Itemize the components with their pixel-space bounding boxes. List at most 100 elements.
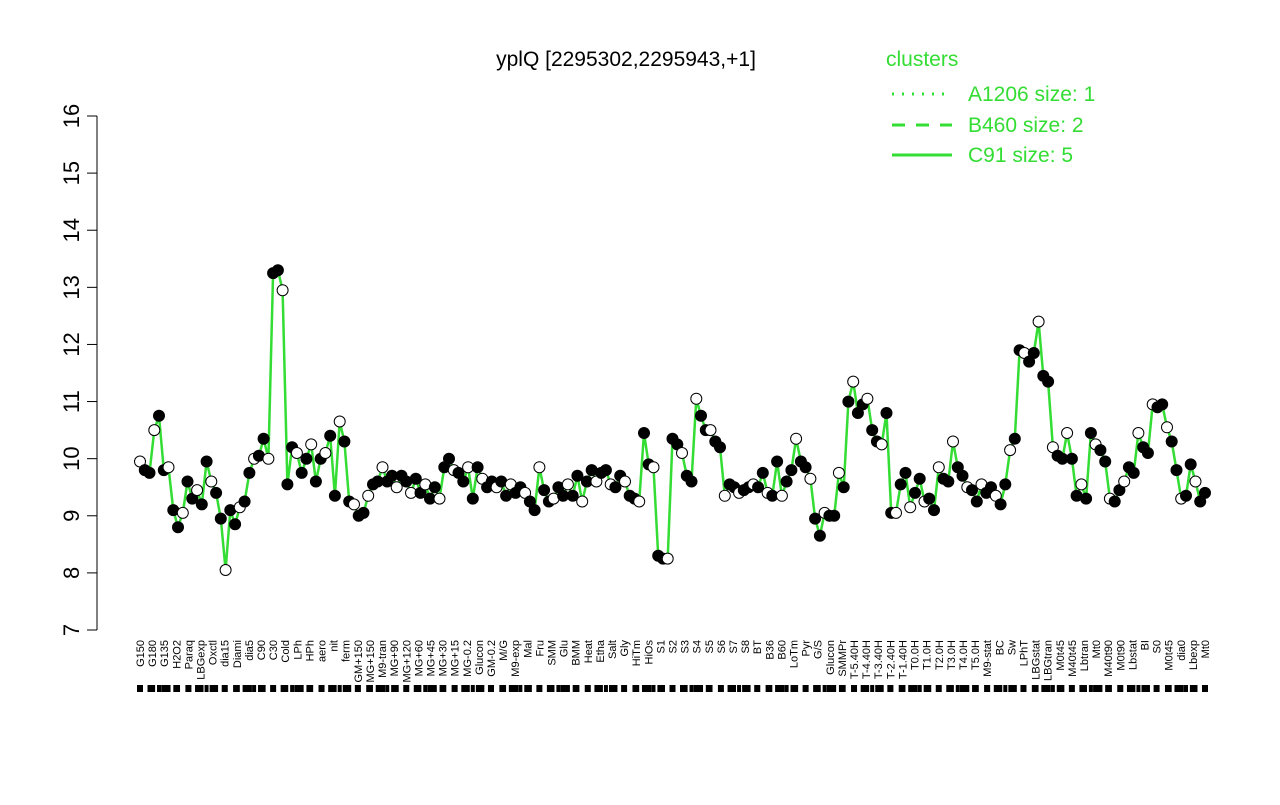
x-rug-mark — [463, 685, 470, 692]
x-rug-mark — [524, 685, 531, 692]
x-rug-mark — [480, 685, 485, 692]
data-point — [210, 486, 223, 499]
y-tick-label: 7 — [59, 624, 84, 636]
data-point — [718, 489, 731, 502]
x-tick-label: aero — [317, 640, 329, 662]
data-point — [647, 461, 660, 474]
x-rug-mark — [1126, 685, 1131, 692]
x-tick-label: Fru — [534, 640, 546, 657]
x-tick-label: nit — [329, 640, 341, 652]
data-point — [276, 284, 289, 297]
x-tick-label: B60 — [776, 640, 788, 660]
x-tick-label: Paraq — [183, 640, 195, 669]
x-rug-mark — [670, 685, 675, 692]
x-rug-mark — [347, 685, 352, 692]
x-rug-mark — [1098, 685, 1103, 692]
data-point — [143, 466, 156, 479]
x-rug-mark — [923, 685, 930, 692]
x-rug-mark — [252, 685, 257, 692]
x-rug-mark — [1031, 685, 1036, 692]
x-rug-mark — [936, 685, 941, 692]
data-point — [376, 461, 389, 474]
x-rug-mark — [404, 685, 409, 692]
x-rug-mark — [1050, 685, 1055, 692]
x-tick-label: Pyr — [801, 640, 813, 657]
x-tick-label: M0t90 — [1115, 640, 1127, 671]
x-rug-mark — [594, 685, 599, 692]
x-rug-mark — [489, 685, 494, 692]
y-tick-label: 8 — [59, 567, 84, 579]
data-point — [409, 472, 422, 485]
y-tick-label: 14 — [59, 218, 84, 242]
data-point — [842, 395, 855, 408]
data-point — [1165, 435, 1178, 448]
x-rug-mark — [537, 685, 542, 692]
data-point — [219, 564, 232, 576]
data-point — [1065, 452, 1078, 465]
x-rug-mark — [1012, 685, 1017, 692]
x-tick-label: S4 — [692, 640, 704, 653]
data-point — [576, 495, 589, 508]
x-rug-mark — [965, 685, 970, 692]
x-rug-mark — [1141, 685, 1148, 692]
x-tick-label: M/G — [498, 640, 510, 661]
data-point — [775, 489, 788, 502]
x-rug-mark — [947, 685, 954, 692]
x-tick-label: BI — [1139, 640, 1151, 650]
y-tick-label: 13 — [59, 275, 84, 299]
data-point — [566, 489, 579, 502]
x-tick-label: M0t45 — [1055, 640, 1067, 671]
data-point — [290, 447, 303, 459]
x-rug-mark — [860, 685, 865, 692]
data-point — [324, 429, 337, 442]
x-tick-label: T-1.40H — [897, 640, 909, 679]
data-point — [861, 392, 874, 405]
data-point — [1042, 375, 1055, 388]
x-rug-mark — [822, 685, 827, 692]
x-rug-mark — [299, 685, 304, 692]
data-point — [1118, 475, 1131, 488]
x-rug-mark — [1003, 685, 1008, 692]
x-rug-mark — [258, 685, 265, 692]
data-point — [1075, 478, 1088, 491]
x-rug-mark — [863, 685, 870, 692]
legend-entry-label: C91 size: 5 — [968, 144, 1073, 167]
x-tick-label: C90 — [256, 640, 268, 660]
data-point — [714, 441, 726, 454]
data-point — [1184, 458, 1197, 471]
x-rug-mark — [245, 685, 252, 692]
data-point — [790, 432, 803, 445]
x-tick-label: H2O2 — [171, 640, 183, 669]
data-point — [690, 392, 703, 405]
x-rug-mark — [451, 685, 456, 692]
data-point — [538, 484, 551, 497]
x-tick-label: dia15 — [220, 640, 232, 667]
x-rug-mark — [423, 685, 428, 692]
x-tick-label: MG+120 — [401, 640, 413, 683]
data-point — [191, 484, 204, 497]
chart-title: yplQ [2295302,2295943,+1] — [496, 48, 756, 71]
x-rug-mark — [974, 685, 979, 692]
y-axis: 7 8 9 10 11 12 13 14 15 16 — [59, 104, 98, 636]
x-rug-mark — [756, 685, 761, 692]
x-tick-label: T3.0H — [946, 640, 958, 670]
data-point — [181, 475, 194, 488]
x-rug-mark — [461, 685, 466, 692]
data-point — [262, 452, 275, 465]
x-tick-label: Etha — [595, 639, 607, 663]
data-point — [994, 498, 1007, 511]
y-tick-label: 11 — [59, 390, 84, 413]
x-rug-mark — [223, 685, 228, 692]
data-point — [533, 461, 546, 474]
x-rug-mark — [718, 685, 723, 692]
x-tick-label: B36 — [764, 640, 776, 660]
data-point — [756, 466, 769, 479]
data-point — [257, 432, 270, 445]
x-rug-mark — [1088, 685, 1093, 692]
x-tick-label: S2 — [668, 640, 680, 653]
x-tick-label: MG+60 — [413, 640, 425, 676]
x-tick-label: S3 — [680, 640, 692, 653]
y-tick-label: 15 — [59, 161, 84, 185]
x-tick-label: Oxctl — [208, 640, 220, 665]
x-rug-mark — [898, 685, 903, 692]
